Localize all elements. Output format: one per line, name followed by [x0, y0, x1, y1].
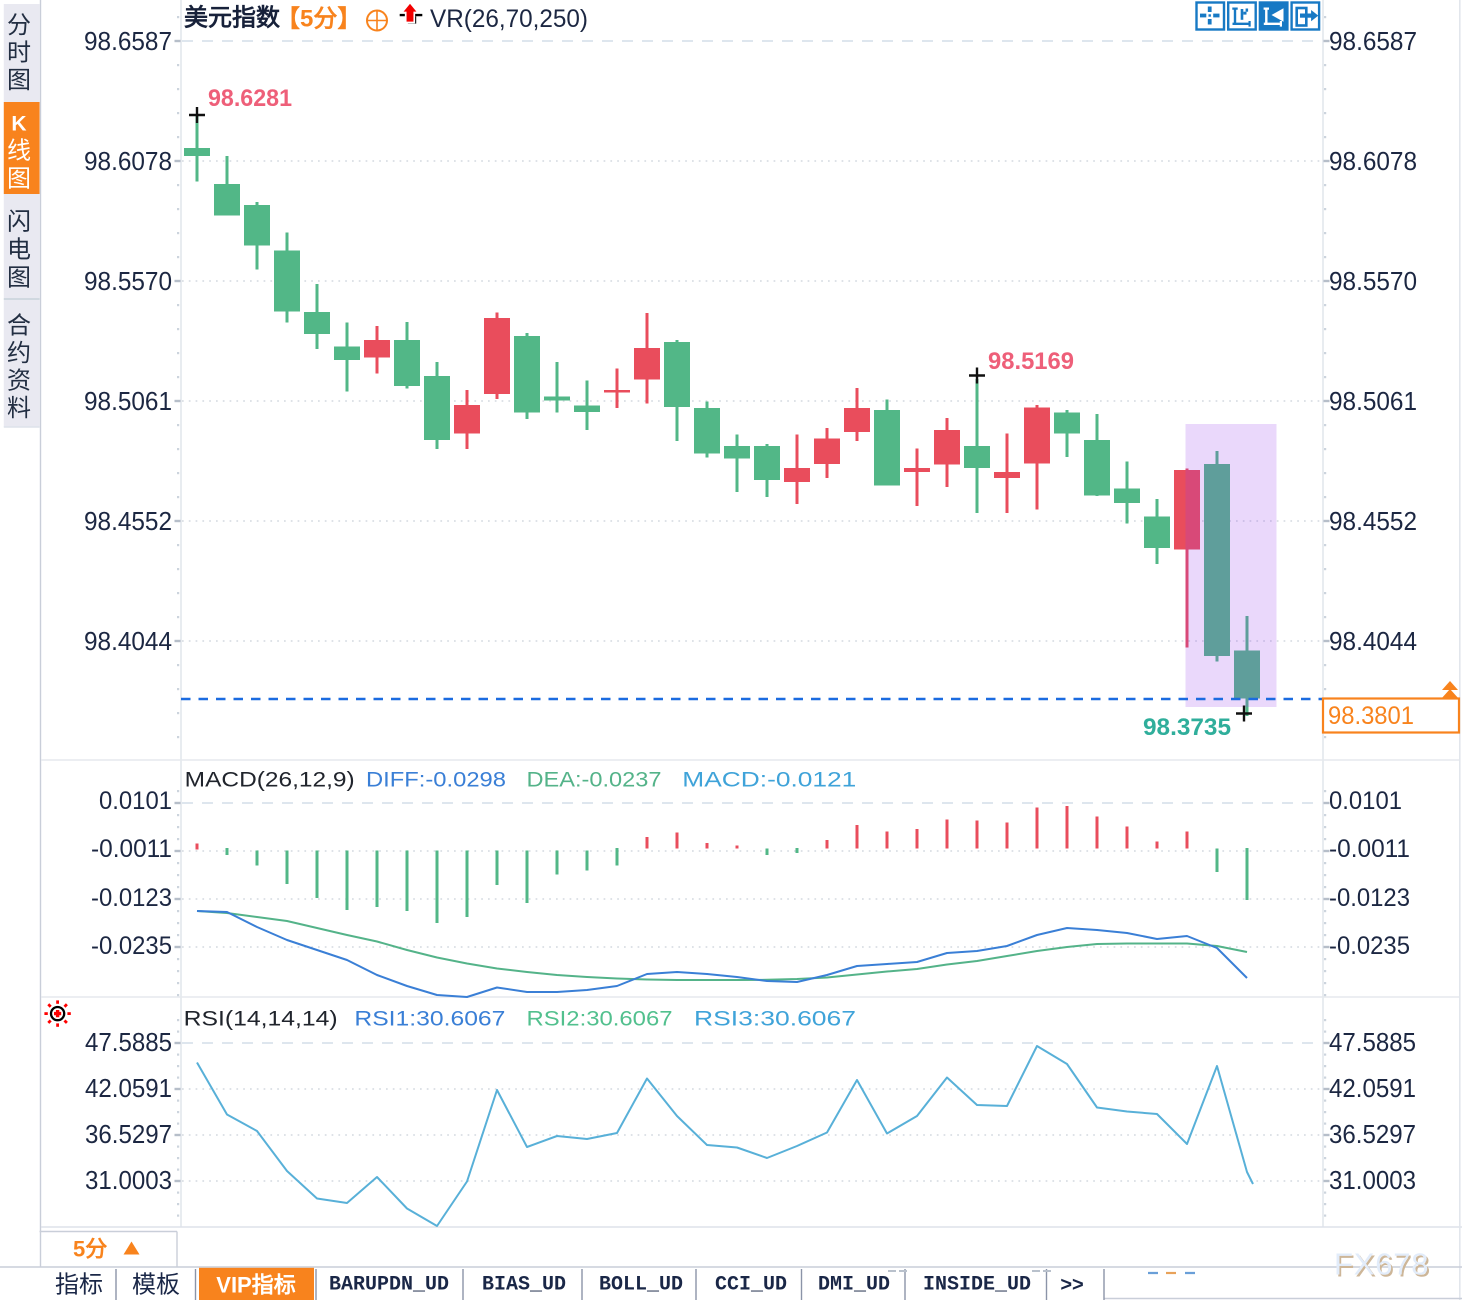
svg-text:RSI3:30.6067: RSI3:30.6067: [694, 1008, 856, 1031]
svg-text:DEA:-0.0237: DEA:-0.0237: [527, 769, 662, 792]
svg-text:-0.0011: -0.0011: [1329, 835, 1410, 863]
svg-text:指标: 指标: [55, 1272, 103, 1299]
svg-text:FX678: FX678: [1334, 1247, 1429, 1282]
svg-text:98.3735: 98.3735: [1143, 714, 1231, 741]
svg-text:时: 时: [7, 40, 31, 67]
svg-text:FX678: FX678: [1336, 1248, 1431, 1283]
svg-text:-0.0123: -0.0123: [1329, 884, 1410, 912]
svg-text:电: 电: [7, 237, 31, 264]
svg-text:>>: >>: [1060, 1274, 1083, 1296]
svg-text:【5分】: 【5分】: [276, 6, 361, 33]
svg-text:31.0003: 31.0003: [85, 1165, 172, 1195]
svg-text:0.0101: 0.0101: [99, 787, 172, 815]
svg-text:图: 图: [7, 166, 31, 193]
svg-text:98.6281: 98.6281: [208, 85, 292, 112]
svg-text:47.5885: 47.5885: [85, 1027, 172, 1057]
svg-text:98.5061: 98.5061: [1329, 386, 1417, 416]
svg-text:DMI_UD: DMI_UD: [818, 1274, 890, 1297]
svg-text:DIFF:-0.0298: DIFF:-0.0298: [366, 769, 506, 792]
svg-text:31.0003: 31.0003: [1329, 1165, 1416, 1195]
svg-text:0.0101: 0.0101: [1329, 787, 1402, 815]
svg-text:98.5570: 98.5570: [84, 266, 172, 296]
svg-text:98.4552: 98.4552: [84, 506, 172, 536]
svg-text:98.5570: 98.5570: [1329, 266, 1417, 296]
svg-text:BIAS_UD: BIAS_UD: [482, 1274, 566, 1297]
svg-text:图: 图: [7, 67, 31, 94]
svg-text:图: 图: [7, 265, 31, 292]
svg-text:合: 合: [7, 313, 31, 340]
svg-text:98.5061: 98.5061: [84, 386, 172, 416]
svg-text:98.4044: 98.4044: [1329, 626, 1417, 656]
svg-text:资: 资: [7, 368, 31, 395]
svg-text:K: K: [11, 113, 26, 136]
svg-text:42.0591: 42.0591: [85, 1073, 172, 1103]
svg-text:36.5297: 36.5297: [1329, 1119, 1416, 1149]
svg-text:-0.0235: -0.0235: [1329, 932, 1410, 960]
svg-text:47.5885: 47.5885: [1329, 1027, 1416, 1057]
svg-text:-0.0123: -0.0123: [91, 884, 172, 912]
svg-text:-0.0235: -0.0235: [91, 932, 172, 960]
svg-text:42.0591: 42.0591: [1329, 1073, 1416, 1103]
svg-text:美元指数: 美元指数: [184, 4, 281, 32]
svg-text:-0.0011: -0.0011: [91, 835, 172, 863]
svg-text:98.6587: 98.6587: [84, 26, 172, 56]
svg-text:BOLL_UD: BOLL_UD: [599, 1274, 683, 1297]
svg-text:INSIDE_UD: INSIDE_UD: [923, 1274, 1031, 1297]
svg-text:98.6078: 98.6078: [84, 146, 172, 176]
svg-text:VIP指标: VIP指标: [216, 1273, 295, 1298]
svg-text:5分: 5分: [73, 1237, 107, 1262]
svg-text:约: 约: [7, 340, 31, 367]
svg-text:CCI_UD: CCI_UD: [715, 1274, 787, 1297]
svg-text:料: 料: [7, 395, 31, 422]
svg-text:闪: 闪: [7, 209, 31, 236]
svg-text:98.4552: 98.4552: [1329, 506, 1417, 536]
svg-text:98.3801: 98.3801: [1328, 702, 1414, 730]
svg-text:MACD:-0.0121: MACD:-0.0121: [682, 769, 856, 792]
svg-text:98.4044: 98.4044: [84, 626, 172, 656]
svg-text:线: 线: [7, 138, 31, 165]
svg-text:98.6587: 98.6587: [1329, 26, 1417, 56]
svg-text:VR(26,70,250): VR(26,70,250): [430, 5, 588, 33]
svg-text:36.5297: 36.5297: [85, 1119, 172, 1149]
svg-text:MACD(26,12,9): MACD(26,12,9): [185, 769, 355, 792]
svg-text:98.6078: 98.6078: [1329, 146, 1417, 176]
svg-text:98.5169: 98.5169: [988, 348, 1074, 375]
svg-text:RSI2:30.6067: RSI2:30.6067: [527, 1008, 673, 1031]
svg-text:模板: 模板: [132, 1272, 180, 1299]
svg-text:RSI1:30.6067: RSI1:30.6067: [354, 1008, 505, 1031]
svg-text:分: 分: [7, 12, 31, 39]
svg-text:RSI(14,14,14): RSI(14,14,14): [184, 1008, 338, 1031]
svg-text:BARUPDN_UD: BARUPDN_UD: [329, 1274, 449, 1297]
